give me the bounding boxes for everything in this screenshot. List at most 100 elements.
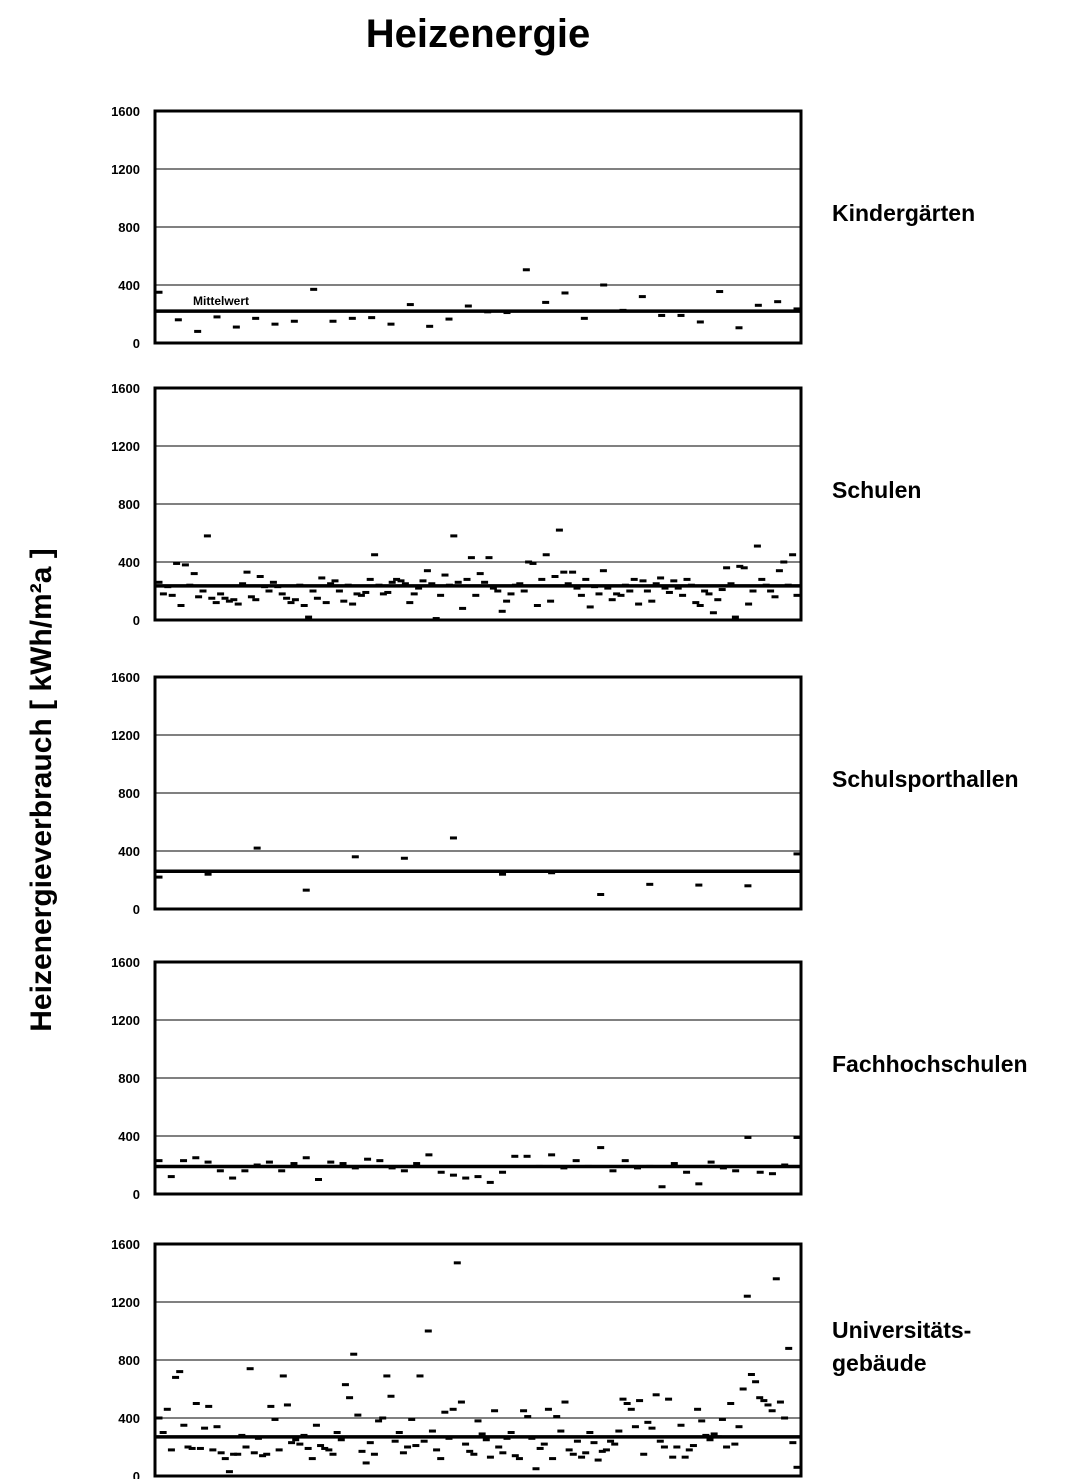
data-point: [416, 1374, 424, 1378]
data-point: [499, 1451, 507, 1455]
data-point: [362, 1461, 370, 1465]
y-tick-label: 1200: [111, 1013, 140, 1028]
data-point: [279, 1374, 287, 1378]
data-point: [499, 872, 507, 876]
data-point: [346, 1396, 354, 1400]
data-point: [337, 1438, 345, 1442]
data-point: [507, 1431, 515, 1434]
data-point: [584, 1164, 592, 1168]
plot-frame: [153, 386, 803, 622]
data-point: [511, 583, 519, 587]
data-point: [341, 1383, 349, 1387]
data-point: [464, 304, 472, 308]
data-point: [155, 580, 163, 584]
data-point: [627, 1407, 635, 1411]
y-tick-label: 1600: [111, 1237, 140, 1252]
data-point: [271, 322, 279, 326]
data-point: [762, 583, 770, 587]
data-point: [419, 579, 427, 583]
data-point: [789, 1441, 797, 1445]
data-point: [710, 1432, 718, 1436]
chart-title: Heizenergie: [365, 12, 591, 56]
data-point: [243, 570, 251, 574]
data-point: [463, 577, 471, 581]
data-point: [774, 300, 782, 304]
data-point: [203, 534, 211, 538]
data-point: [476, 572, 484, 576]
data-point: [371, 553, 379, 557]
y-tick-label: 1600: [111, 381, 140, 396]
data-point: [520, 1409, 528, 1413]
data-point: [194, 329, 202, 333]
data-point: [412, 1444, 420, 1448]
data-point: [731, 1442, 739, 1446]
data-point: [212, 601, 220, 605]
data-point: [252, 316, 260, 320]
data-point: [544, 1407, 552, 1411]
data-point: [441, 573, 449, 577]
data-point: [205, 1404, 213, 1408]
data-point: [184, 1445, 192, 1449]
data-point: [747, 1373, 755, 1376]
data-point: [727, 582, 735, 586]
data-point: [789, 553, 797, 557]
data-point: [679, 593, 687, 597]
data-point: [449, 836, 457, 840]
data-point: [732, 1169, 740, 1173]
data-point: [533, 604, 541, 607]
data-point: [781, 1163, 789, 1167]
data-point: [731, 615, 739, 619]
data-point: [560, 1166, 568, 1170]
data-point: [696, 604, 704, 607]
data-point: [723, 1445, 731, 1449]
data-point: [449, 1407, 457, 1411]
data-point: [387, 322, 395, 326]
data-point: [428, 1429, 436, 1433]
data-point: [578, 1455, 586, 1459]
data-point: [549, 1457, 557, 1461]
data-point: [661, 586, 669, 590]
data-point: [339, 1162, 347, 1166]
data-point: [542, 553, 550, 557]
data-point: [608, 598, 616, 602]
data-point: [767, 589, 775, 593]
data-point: [736, 564, 744, 568]
data-point: [155, 1159, 163, 1163]
data-point: [459, 606, 467, 610]
data-point: [290, 319, 298, 323]
data-point: [199, 589, 207, 593]
data-point: [256, 575, 264, 578]
data-point: [515, 1457, 523, 1461]
mean-label: Mittelwert: [193, 294, 249, 308]
data-point: [174, 318, 182, 322]
data-point: [415, 586, 423, 590]
data-point: [312, 1423, 320, 1427]
data-point: [535, 1164, 543, 1168]
panel-0: 0 400 800 1200 1600 Mittelwert Kindergärten: [111, 104, 975, 351]
data-point: [426, 324, 434, 328]
data-point: [793, 852, 801, 856]
data-point: [621, 583, 629, 587]
panel-4: 0 400 800 1200 1600 Universitäts-gebäude: [111, 1237, 971, 1479]
data-point: [635, 602, 643, 606]
data-point: [190, 572, 198, 576]
data-point: [300, 1433, 308, 1437]
panel-label: Kindergärten: [832, 200, 975, 226]
data-point: [631, 1425, 639, 1429]
y-tick-label: 1600: [111, 670, 140, 685]
data-point: [532, 1467, 540, 1471]
panel-label: Universitäts-gebäude: [832, 1317, 971, 1376]
data-point: [564, 582, 572, 586]
data-point: [677, 1423, 685, 1427]
data-point: [683, 577, 691, 581]
data-point: [646, 882, 654, 886]
data-point: [350, 1352, 358, 1356]
data-point: [494, 589, 502, 593]
data-point: [296, 583, 304, 587]
data-point: [656, 1439, 664, 1443]
data-point: [354, 1413, 362, 1417]
data-point: [753, 544, 761, 548]
panel-2: 0 400 800 1200 1600 Schulsporthallen: [111, 670, 1019, 917]
data-point: [155, 290, 163, 294]
data-point: [529, 561, 537, 565]
